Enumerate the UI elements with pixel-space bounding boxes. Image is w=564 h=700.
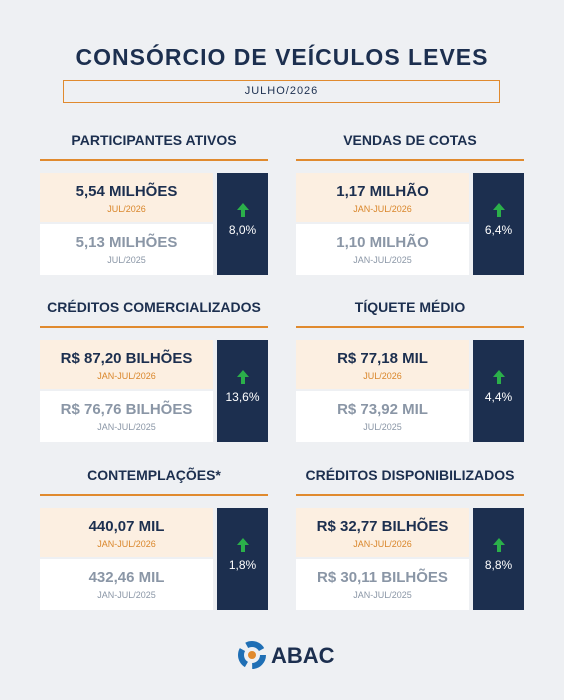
current-value: R$ 87,20 BILHÕES [60, 350, 193, 367]
up-arrow [473, 203, 524, 217]
current-period: JAN-JUL/2026 [97, 371, 156, 381]
card-title: TÍQUETE MÉDIO [354, 299, 466, 315]
previous-period: JUL/2025 [107, 255, 146, 265]
up-arrow [473, 370, 524, 384]
current-value: R$ 77,18 MIL [337, 350, 428, 367]
previous-value: R$ 73,92 MIL [337, 401, 428, 418]
change-box: 1,8% [217, 508, 268, 610]
arrow-icon [492, 370, 505, 384]
previous-period: JAN-JUL/2025 [97, 422, 156, 432]
arrow-icon [492, 538, 505, 552]
up-arrow [217, 538, 268, 552]
arrow-icon [236, 538, 249, 552]
previous-period: JAN-JUL/2025 [353, 590, 412, 600]
card-title: CRÉDITOS COMERCIALIZADOS [47, 299, 261, 315]
divider [296, 326, 524, 328]
up-arrow [217, 203, 268, 217]
divider [296, 159, 524, 161]
previous-box: R$ 30,11 BILHÕES JAN-JUL/2025 [296, 559, 469, 610]
previous-box: 1,10 MILHÃO JAN-JUL/2025 [296, 224, 469, 275]
previous-value: R$ 76,76 BILHÕES [60, 401, 193, 418]
current-period: JUL/2026 [107, 204, 146, 214]
change-box: 6,4% [473, 173, 524, 275]
title: CONSÓRCIO DE VEÍCULOS LEVES [75, 44, 489, 70]
current-box: 440,07 MIL JAN-JUL/2026 [40, 508, 213, 557]
previous-value: 5,13 MILHÕES [75, 234, 178, 251]
divider [40, 494, 268, 496]
up-arrow [473, 538, 524, 552]
logo-text: ABAC [271, 643, 335, 668]
current-period: JUL/2026 [363, 371, 402, 381]
change: 8,8% [484, 558, 513, 572]
previous-period: JAN-JUL/2025 [353, 255, 412, 265]
previous-box: R$ 76,76 BILHÕES JAN-JUL/2025 [40, 391, 213, 442]
change-box: 13,6% [217, 340, 268, 442]
previous-period: JAN-JUL/2025 [97, 590, 156, 600]
current-value: 5,54 MILHÕES [75, 183, 178, 200]
logo: ABAC [237, 640, 335, 670]
previous-period: JUL/2025 [363, 422, 402, 432]
change: 4,4% [484, 390, 513, 404]
current-value: 440,07 MIL [88, 518, 165, 535]
previous-box: 5,13 MILHÕES JUL/2025 [40, 224, 213, 275]
current-box: 1,17 MILHÃO JAN-JUL/2026 [296, 173, 469, 222]
current-box: R$ 32,77 BILHÕES JAN-JUL/2026 [296, 508, 469, 557]
previous-value: 432,46 MIL [88, 569, 165, 586]
change: 8,0% [228, 223, 257, 237]
current-period: JAN-JUL/2026 [353, 204, 412, 214]
divider [296, 494, 524, 496]
current-period: JAN-JUL/2026 [353, 539, 412, 549]
previous-value: R$ 30,11 BILHÕES [317, 569, 448, 586]
previous-box: 432,46 MIL JAN-JUL/2025 [40, 559, 213, 610]
current-box: R$ 77,18 MIL JUL/2026 [296, 340, 469, 389]
divider [40, 326, 268, 328]
subtitle: JULHO/2026 [63, 80, 500, 103]
current-value: 1,17 MILHÃO [336, 183, 429, 200]
arrow-icon [236, 203, 249, 217]
arrow-icon [236, 370, 249, 384]
previous-value: 1,10 MILHÃO [336, 234, 429, 251]
up-arrow [217, 370, 268, 384]
change: 1,8% [228, 558, 257, 572]
change-box: 8,8% [473, 508, 524, 610]
arrow-icon [492, 203, 505, 217]
change-box: 4,4% [473, 340, 524, 442]
previous-box: R$ 73,92 MIL JUL/2025 [296, 391, 469, 442]
logo-icon [238, 641, 266, 669]
current-box: 5,54 MILHÕES JUL/2026 [40, 173, 213, 222]
card-title: CRÉDITOS DISPONIBILIZADOS [305, 467, 515, 483]
divider [40, 159, 268, 161]
current-box: R$ 87,20 BILHÕES JAN-JUL/2026 [40, 340, 213, 389]
card-title: CONTEMPLAÇÕES* [87, 467, 221, 483]
card-title: PARTICIPANTES ATIVOS [71, 132, 237, 148]
change-box: 8,0% [217, 173, 268, 275]
card-title: VENDAS DE COTAS [343, 132, 477, 148]
current-period: JAN-JUL/2026 [97, 539, 156, 549]
change: 6,4% [484, 223, 513, 237]
current-value: R$ 32,77 BILHÕES [316, 518, 449, 535]
change: 13,6% [225, 390, 260, 404]
